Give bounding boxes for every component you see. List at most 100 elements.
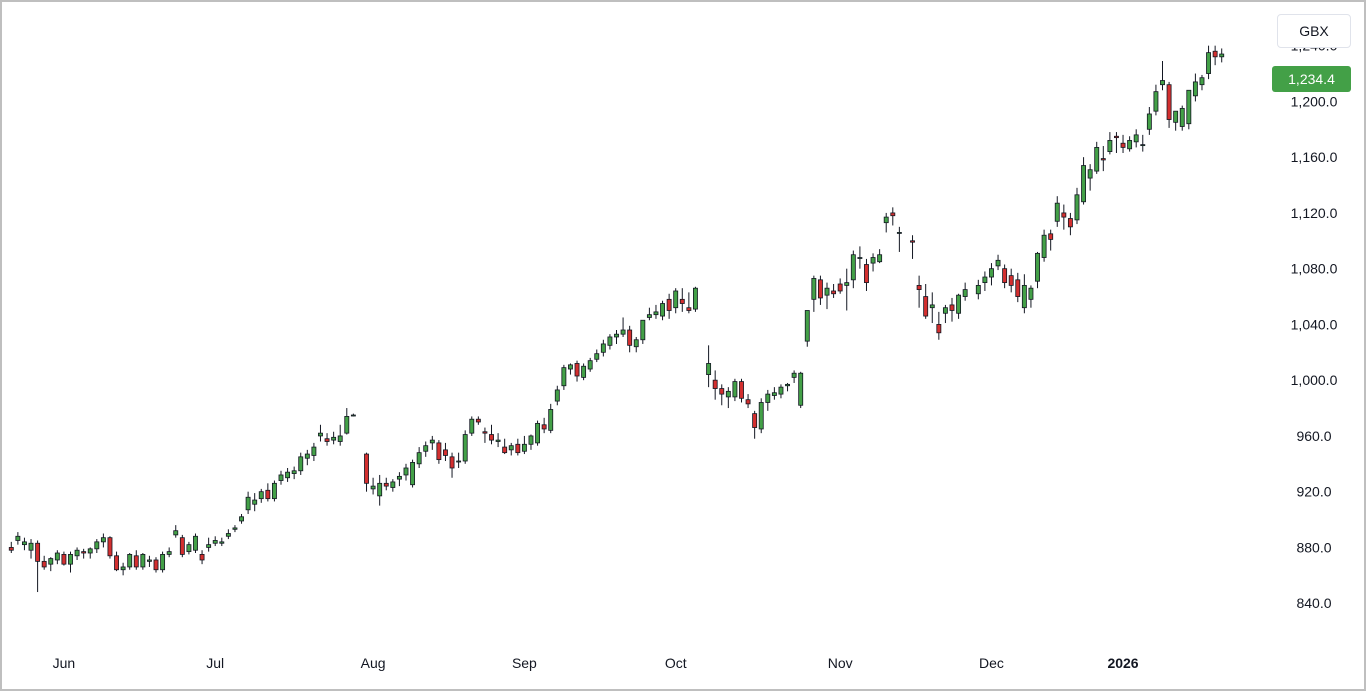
candle (265, 483, 271, 502)
candle (1094, 141, 1100, 174)
candle-body-up (429, 439, 435, 444)
candle-body-up (798, 372, 804, 406)
candle (232, 525, 238, 533)
candle (660, 300, 665, 321)
candle-body-down (383, 482, 389, 487)
candle (1173, 110, 1179, 131)
candle (857, 246, 863, 269)
candle-body-down (1061, 212, 1067, 218)
candle (436, 440, 442, 464)
candle-body-down (107, 537, 113, 557)
candle (1081, 157, 1087, 205)
candle-body-up (1041, 234, 1047, 258)
candle (239, 513, 244, 524)
candle-body-up (1133, 134, 1139, 143)
candle-body-up (285, 471, 291, 479)
candle-body-up (1206, 52, 1211, 74)
candle-body-up (581, 365, 587, 378)
candle (745, 394, 751, 409)
candle (627, 325, 633, 353)
candle (140, 553, 146, 570)
candle (1067, 212, 1073, 236)
candle (936, 311, 942, 340)
candle-body-up (896, 232, 902, 234)
candle-body-up (291, 470, 297, 474)
candle (752, 410, 758, 439)
candle-body-up (1094, 147, 1100, 172)
candle-body-up (94, 541, 100, 550)
candle (765, 389, 771, 411)
candle (318, 424, 323, 442)
candle-body-down (1114, 135, 1119, 139)
candle-body-up (318, 432, 323, 437)
candle (206, 537, 212, 552)
candle (482, 427, 488, 443)
candle-body-down (1100, 158, 1106, 161)
candle-body-up (1107, 140, 1113, 152)
candle (791, 370, 797, 383)
candle-body-up (423, 445, 429, 452)
price-tick-label: 840.0 (1296, 595, 1331, 611)
candle (587, 357, 593, 372)
candle (864, 258, 869, 291)
candle (1048, 229, 1054, 251)
candle (133, 550, 139, 570)
candle-body-down (443, 449, 448, 456)
candle-body-up (1160, 80, 1165, 86)
candle (956, 293, 962, 319)
candle-body-up (620, 329, 626, 335)
candle (620, 317, 626, 337)
price-axis[interactable]: 840.0 880.0 920.0 960.0 1,000.0 1,040.0 1,080.… (1291, 38, 1338, 612)
candle (541, 417, 547, 434)
candle-body-down (864, 264, 869, 284)
candle-body-down (666, 298, 672, 311)
candle (1100, 146, 1106, 172)
candle (758, 398, 764, 434)
price-tick-label: 1,120.0 (1291, 205, 1338, 221)
candle (68, 551, 73, 573)
candle-body-up (640, 319, 646, 341)
candle (87, 547, 93, 559)
candle-body-up (337, 435, 343, 442)
candle-body-down (949, 304, 955, 311)
candle-body-up (311, 446, 317, 456)
candle-body-up (587, 360, 593, 370)
candle-body-down (35, 542, 41, 562)
candle-body-up (561, 367, 567, 387)
candle-body-up (508, 445, 514, 451)
candle-body-up (653, 311, 659, 316)
candle (410, 459, 416, 488)
candle (377, 474, 383, 506)
candle (298, 452, 304, 475)
candle-body-up (22, 541, 27, 546)
candle (942, 304, 948, 324)
currency-badge[interactable]: GBX (1277, 14, 1351, 48)
candle (594, 349, 600, 363)
candle (804, 310, 810, 347)
candle-body-up (252, 499, 258, 505)
candle (771, 387, 777, 400)
candle-body-up (462, 434, 468, 462)
candle (61, 551, 67, 566)
candle (1166, 81, 1172, 128)
candle (127, 553, 133, 570)
candle-body-up (554, 389, 560, 402)
candle-body-up (48, 558, 54, 565)
candle-body-down (745, 399, 751, 405)
candle-body-up (568, 364, 573, 370)
candle-body-up (225, 533, 231, 537)
time-axis[interactable]: Jun Jul Aug Sep Oct Nov Dec 2026 (53, 655, 1139, 671)
candle-body-down (502, 446, 508, 454)
candle-body-up (1199, 77, 1205, 86)
candle (15, 532, 21, 545)
candle (910, 235, 915, 259)
candle (1219, 48, 1225, 63)
price-tick-label: 1,160.0 (1291, 149, 1338, 165)
candle (837, 278, 843, 294)
candle-body-up (186, 544, 192, 553)
candle-body-up (396, 475, 402, 480)
candle-body-up (1146, 113, 1152, 130)
candle-body-up (140, 554, 146, 568)
candle (916, 275, 922, 308)
